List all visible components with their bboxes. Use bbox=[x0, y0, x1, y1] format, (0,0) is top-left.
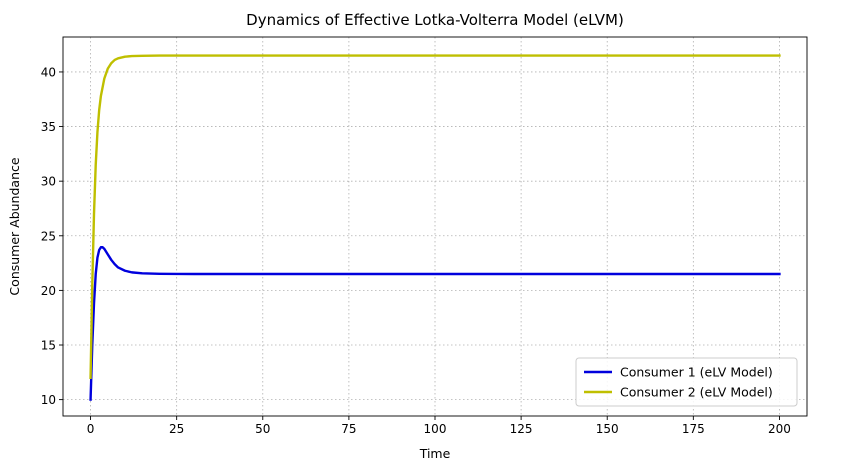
y-tick-label: 25 bbox=[41, 229, 56, 243]
ticks: 0 25 50 75 100 125 150 175 200 10 15 20 25 30 35 40 bbox=[41, 65, 791, 436]
series-line-consumer-2 bbox=[89, 54, 781, 379]
x-tick-label: 100 bbox=[424, 422, 447, 436]
y-tick-label: 10 bbox=[41, 393, 56, 407]
y-tick-label: 30 bbox=[41, 175, 56, 189]
x-tick-label: 175 bbox=[682, 422, 705, 436]
x-tick-label: 50 bbox=[255, 422, 270, 436]
grid bbox=[63, 37, 807, 416]
chart-title: Dynamics of Effective Lotka-Volterra Mod… bbox=[246, 11, 624, 29]
legend-label-consumer-2: Consumer 2 (eLV Model) bbox=[620, 385, 773, 400]
x-axis-label: Time bbox=[419, 446, 451, 461]
legend: Consumer 1 (eLV Model) Consumer 2 (eLV M… bbox=[575, 357, 798, 407]
y-axis-label: Consumer Abundance bbox=[7, 157, 22, 295]
series-layer bbox=[89, 54, 781, 401]
y-tick-label: 15 bbox=[41, 339, 56, 353]
y-tick-label: 40 bbox=[41, 65, 56, 79]
x-tick-label: 25 bbox=[169, 422, 184, 436]
x-tick-label: 150 bbox=[596, 422, 619, 436]
x-tick-label: 200 bbox=[768, 422, 791, 436]
legend-label-consumer-1: Consumer 1 (eLV Model) bbox=[620, 365, 773, 380]
series-line-consumer-1 bbox=[89, 246, 781, 401]
x-tick-label: 125 bbox=[510, 422, 533, 436]
y-tick-label: 35 bbox=[41, 120, 56, 134]
y-tick-label: 20 bbox=[41, 284, 56, 298]
x-tick-label: 75 bbox=[341, 422, 356, 436]
x-tick-label: 0 bbox=[87, 422, 95, 436]
legend-box bbox=[575, 357, 798, 407]
